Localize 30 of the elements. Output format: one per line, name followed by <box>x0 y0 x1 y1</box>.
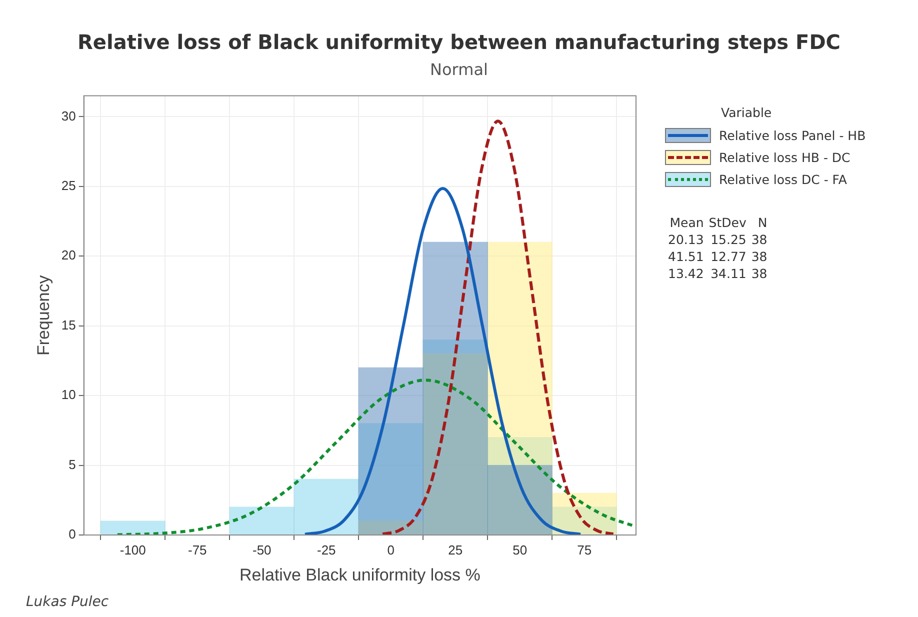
x-tick-label: 50 <box>512 542 528 558</box>
text: 20.13 15.25 38 <box>668 231 768 248</box>
legend-label: Relative loss DC - FA <box>719 172 847 186</box>
x-tick-label: -75 <box>188 542 207 558</box>
chart-subtitle: Normal <box>429 60 489 79</box>
y-tick-label: 5 <box>68 456 76 472</box>
x-tick-label: 0 <box>387 542 395 558</box>
y-tick-label: 25 <box>61 178 76 194</box>
text: 13.42 34.11 38 <box>668 265 768 282</box>
legend-title: Variable <box>721 105 773 120</box>
x-axis-title: Relative Black uniformity loss % <box>239 565 480 584</box>
x-tick-label: -25 <box>316 542 336 558</box>
text: Lukas Pulec <box>26 594 109 610</box>
x-tick-label: -100 <box>120 542 146 558</box>
legend-label: Relative loss HB - DC <box>719 150 850 164</box>
y-tick-label: 0 <box>68 526 76 542</box>
x-tick-label: 25 <box>448 542 463 558</box>
y-axis-title: Frequency <box>34 274 53 356</box>
line-series <box>381 120 615 535</box>
y-tick-label: 15 <box>61 317 76 332</box>
x-tick-label: -50 <box>252 542 272 558</box>
y-tick-label: 20 <box>61 248 76 263</box>
y-tick-label: 10 <box>61 387 76 402</box>
line-series <box>303 187 582 535</box>
y-tick-label: 30 <box>61 108 76 124</box>
text: Mean StDev N <box>668 214 768 231</box>
chart-title: Relative loss of Black uniformity between manufacturing steps FDC <box>76 30 842 54</box>
x-tick-label: 75 <box>577 542 592 558</box>
legend-label: Relative loss Panel - HB <box>719 128 866 142</box>
text: 41.51 12.77 38 <box>668 248 768 265</box>
